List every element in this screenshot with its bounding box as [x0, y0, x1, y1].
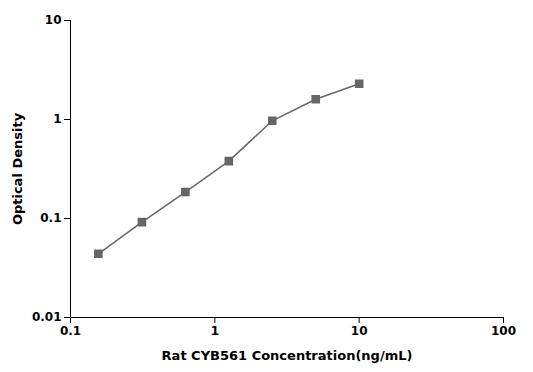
svg-text:10: 10 — [45, 13, 62, 27]
svg-text:Optical Density: Optical Density — [10, 112, 25, 225]
svg-text:1: 1 — [211, 324, 219, 338]
svg-text:0.1: 0.1 — [60, 324, 81, 338]
svg-text:1: 1 — [53, 112, 61, 126]
svg-text:0.1: 0.1 — [40, 211, 61, 225]
svg-text:0.01: 0.01 — [32, 310, 62, 324]
svg-text:Rat CYB561 Concentration(ng/mL: Rat CYB561 Concentration(ng/mL) — [162, 348, 413, 363]
svg-text:100: 100 — [491, 324, 516, 338]
svg-text:10: 10 — [351, 324, 368, 338]
